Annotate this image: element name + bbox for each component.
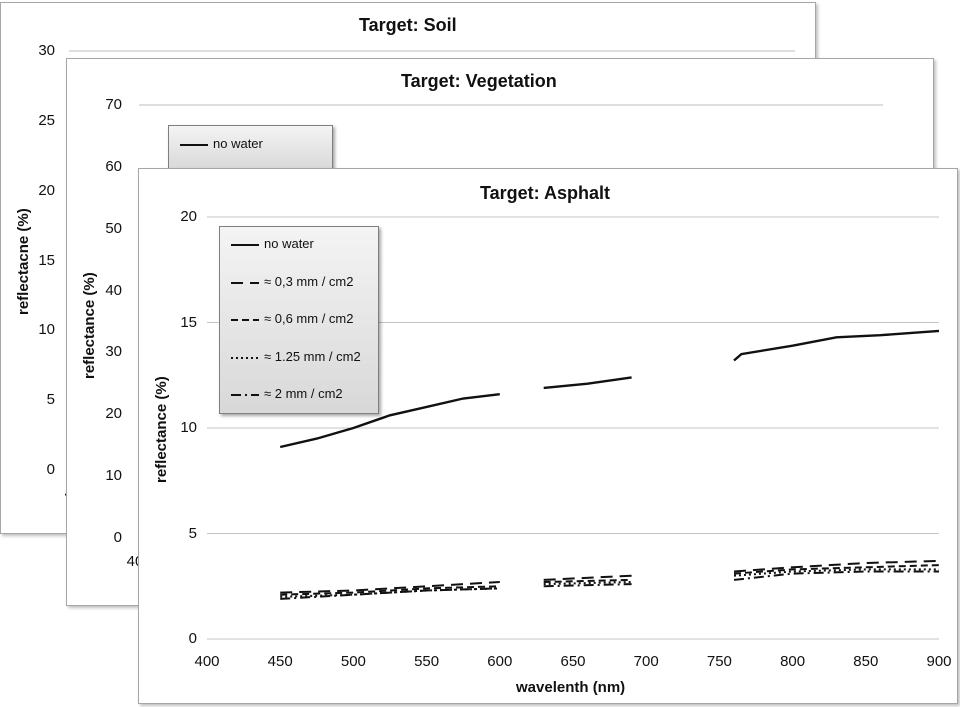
- asphalt-x-tick: 600: [487, 653, 513, 670]
- vegetation-plot-area: [139, 104, 883, 106]
- soil-chart-title: Target: Soil: [359, 15, 457, 35]
- asphalt-x-tick: 900: [926, 653, 952, 670]
- asphalt-legend-label: ≈ 0,6 mm / cm2: [264, 311, 354, 326]
- asphalt-y-tick: 5: [188, 524, 197, 542]
- asphalt-x-tick: 700: [633, 653, 659, 670]
- vegetation-legend-item: no water: [169, 135, 332, 155]
- asphalt-x-axis-label: wavelenth (nm): [516, 679, 626, 696]
- asphalt-series-2-segment-1: [543, 578, 632, 583]
- asphalt-legend-label: ≈ 1.25 mm / cm2: [264, 348, 361, 364]
- soil-y-tick: 0: [46, 461, 55, 478]
- soil-y-tick: 25: [38, 111, 55, 129]
- vegetation-y-tick: 70: [105, 96, 122, 113]
- asphalt-series-4-segment-2: [733, 570, 939, 581]
- soil-y-tick: 30: [38, 42, 55, 59]
- asphalt-legend-item: ≈ 0,3 mm / cm2: [220, 273, 378, 293]
- asphalt-x-tick: 800: [780, 653, 806, 670]
- asphalt-legend-label: ≈ 2 mm / cm2: [264, 386, 343, 401]
- asphalt-series-3-segment-2: [733, 568, 939, 577]
- asphalt-series-1-segment-1: [543, 574, 632, 581]
- asphalt-legend: no water ≈ 0,3 mm / cm2 ≈ 0,6 mm / cm2 ≈ 1.…: [219, 226, 379, 414]
- asphalt-series-0-segment-0: [279, 393, 500, 449]
- vegetation-y-tick: 60: [105, 157, 122, 175]
- asphalt-series-0-segment-2: [733, 329, 940, 362]
- soil-y-tick: 20: [38, 181, 55, 199]
- vegetation-legend: no water: [168, 125, 333, 171]
- asphalt-series-4-segment-1: [543, 583, 632, 588]
- asphalt-x-tick: 750: [706, 653, 732, 670]
- asphalt-chart-title: Target: Asphalt: [480, 183, 611, 203]
- vegetation-chart-title: Target: Vegetation: [401, 71, 557, 91]
- asphalt-series-0-segment-1: [543, 376, 632, 390]
- asphalt-series-2-segment-2: [733, 564, 940, 575]
- asphalt-x-tick: 400: [194, 653, 220, 670]
- asphalt-series-3-segment-0: [280, 587, 500, 598]
- asphalt-x-tick: 450: [267, 653, 293, 670]
- asphalt-x-tick: 650: [560, 653, 586, 670]
- asphalt-series-4-segment-0: [280, 587, 500, 600]
- vegetation-y-tick: 50: [105, 219, 122, 237]
- asphalt-series-1-segment-2: [733, 559, 940, 573]
- asphalt-x-tick: 850: [853, 653, 879, 670]
- vegetation-y-tick: 20: [105, 405, 122, 423]
- vegetation-y-tick: 0: [113, 529, 122, 546]
- asphalt-legend-item: ≈ 1.25 mm / cm2: [220, 348, 378, 368]
- vegetation-y-tick: 10: [105, 467, 122, 485]
- asphalt-legend-item: no water: [220, 235, 378, 255]
- asphalt-chart-panel: Target: Asphalt reflectance (%) wavelent…: [138, 168, 958, 704]
- asphalt-series-1-segment-0: [280, 581, 500, 594]
- asphalt-y-tick: 15: [180, 313, 197, 331]
- asphalt-legend-item: ≈ 2 mm / cm2: [220, 385, 378, 405]
- vegetation-y-tick: 30: [105, 343, 122, 361]
- asphalt-y-tick: 0: [188, 630, 197, 647]
- asphalt-plot-area: [207, 216, 940, 640]
- asphalt-legend-label: no water: [264, 236, 314, 251]
- asphalt-y-tick: 20: [180, 208, 197, 225]
- asphalt-y-tick: 10: [180, 419, 197, 436]
- asphalt-x-tick: 500: [340, 653, 366, 670]
- vegetation-y-tick: 40: [105, 281, 122, 299]
- soil-y-tick: 5: [46, 391, 55, 409]
- asphalt-series-2-segment-0: [280, 585, 500, 596]
- soil-y-tick: 15: [38, 251, 55, 269]
- asphalt-legend-label: ≈ 0,3 mm / cm2: [264, 273, 354, 289]
- soil-plot-area: [69, 50, 795, 52]
- asphalt-x-tick: 550: [414, 653, 440, 670]
- soil-y-tick: 10: [38, 321, 55, 339]
- vegetation-legend-label: no water: [213, 136, 263, 151]
- asphalt-legend-item: ≈ 0,6 mm / cm2: [220, 310, 378, 330]
